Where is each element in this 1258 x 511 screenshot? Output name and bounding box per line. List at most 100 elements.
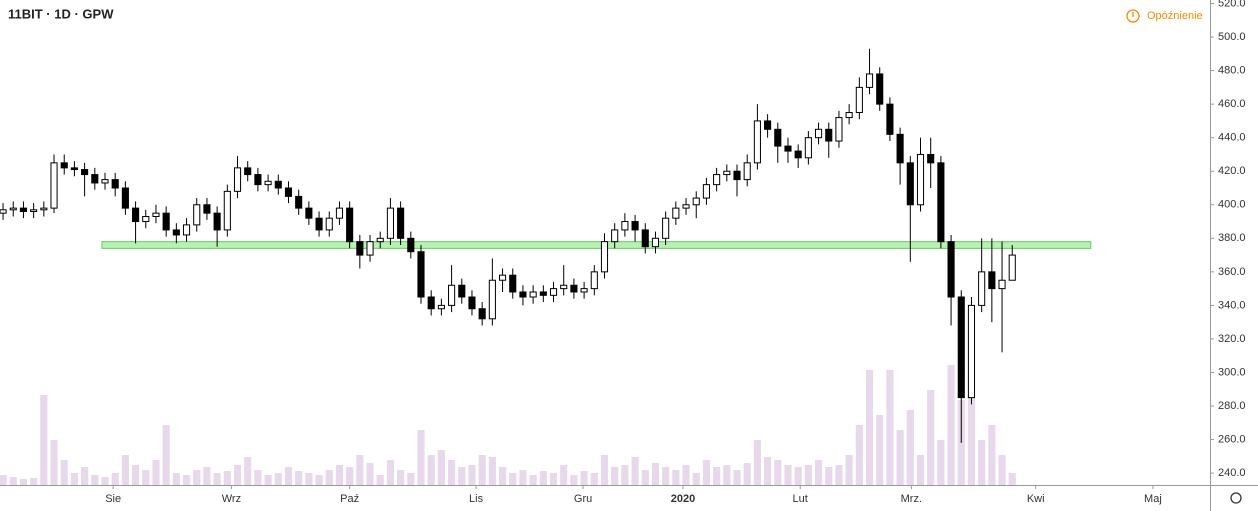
candle-body [835,117,843,142]
candle-body [947,241,955,298]
volume-bar [549,473,558,485]
candle-body [315,217,323,231]
candle-body [723,170,731,176]
candle-body [488,279,496,320]
candle-body [682,204,690,209]
volume-bar [152,460,160,485]
delay-status[interactable]: Opóźnienie [1147,10,1203,22]
volume-bar [111,473,119,485]
candle-body [702,184,710,199]
volume-bar [407,473,415,485]
volume-bar [386,460,394,485]
volume-bar [916,455,925,485]
volume-bar [988,425,996,485]
delay-icon [1126,9,1140,23]
volume-bar [825,467,833,485]
candle-body [509,274,517,293]
volume-bar [427,455,435,485]
volume-bar [305,473,313,485]
x-tick-label: Gru [574,493,592,505]
volume-bar [448,460,456,485]
candle-body [458,284,466,298]
volume-bar [927,390,935,485]
candle-body [590,271,598,290]
volume-bar [784,465,792,485]
volume-bar [366,463,374,485]
candle-body [886,103,894,135]
volume-bar [19,479,28,485]
candle-body [753,120,761,164]
volume-bar [794,467,802,485]
volume-bar [60,460,68,485]
candle-body [101,179,109,184]
candle-body [121,187,129,209]
volume-bar [233,465,242,485]
candle-body [376,237,384,243]
volume-bar [886,370,894,485]
volume-bar [600,455,609,485]
volume-bar [40,395,48,485]
volume-bar [570,475,578,485]
volume-bar [753,440,761,485]
candle-body [264,180,272,186]
candle-body [325,217,333,231]
candle-body [132,207,140,223]
volume-bar [9,477,17,485]
candle-body [152,212,160,218]
y-tick-label: 360.0 [1218,266,1246,278]
volume-bar [498,467,507,485]
x-tick-label: Wrz [222,493,241,505]
x-tick-label: Paź [340,493,359,505]
candle-body [876,73,884,105]
candle-body [845,112,853,119]
candle-body [621,221,629,231]
volume-bar [172,473,180,485]
volume-bar [397,470,405,485]
candle-body [764,120,772,130]
volume-bar [70,473,78,485]
volume-bar [50,440,58,485]
candle-body [692,197,700,206]
candle-body [662,217,670,239]
y-tick-label: 400.0 [1218,199,1246,211]
candle-body [274,180,282,189]
candle-body [519,291,527,298]
volume-bar [611,467,619,485]
volume-bar [162,425,170,485]
settings-icon[interactable] [1230,492,1242,504]
candle-body [417,251,425,298]
candle-body [305,207,313,219]
volume-bar [764,457,772,485]
y-tick-label: 520.0 [1218,0,1246,9]
volume-bar [468,465,476,485]
symbol-title: 11BIT · 1D · GPW [8,6,114,21]
candle-body [937,162,945,243]
candle-body [611,229,619,243]
y-tick-label: 500.0 [1218,31,1246,43]
candle-body [233,167,242,192]
candle-body [560,284,568,290]
volume-bar [906,410,914,485]
x-tick-label: Lut [793,493,808,505]
volume-bar [702,460,710,485]
volume-bar [713,467,721,485]
candle-body [825,128,833,142]
candle-body [498,274,507,281]
candle-body [478,308,486,320]
x-tick-label: Kwi [1027,493,1045,505]
x-tick-label: Lis [469,493,484,505]
candle-body [50,162,58,209]
volume-bar [1008,473,1016,485]
volume-bar [998,455,1006,485]
y-tick-label: 320.0 [1218,333,1246,345]
candle-body [967,304,976,399]
volume-bar [692,473,700,485]
volume-bar [0,475,7,485]
candle-body [437,304,445,310]
volume-bar [132,465,140,485]
volume-bar [814,460,823,485]
candle-body [346,207,354,243]
